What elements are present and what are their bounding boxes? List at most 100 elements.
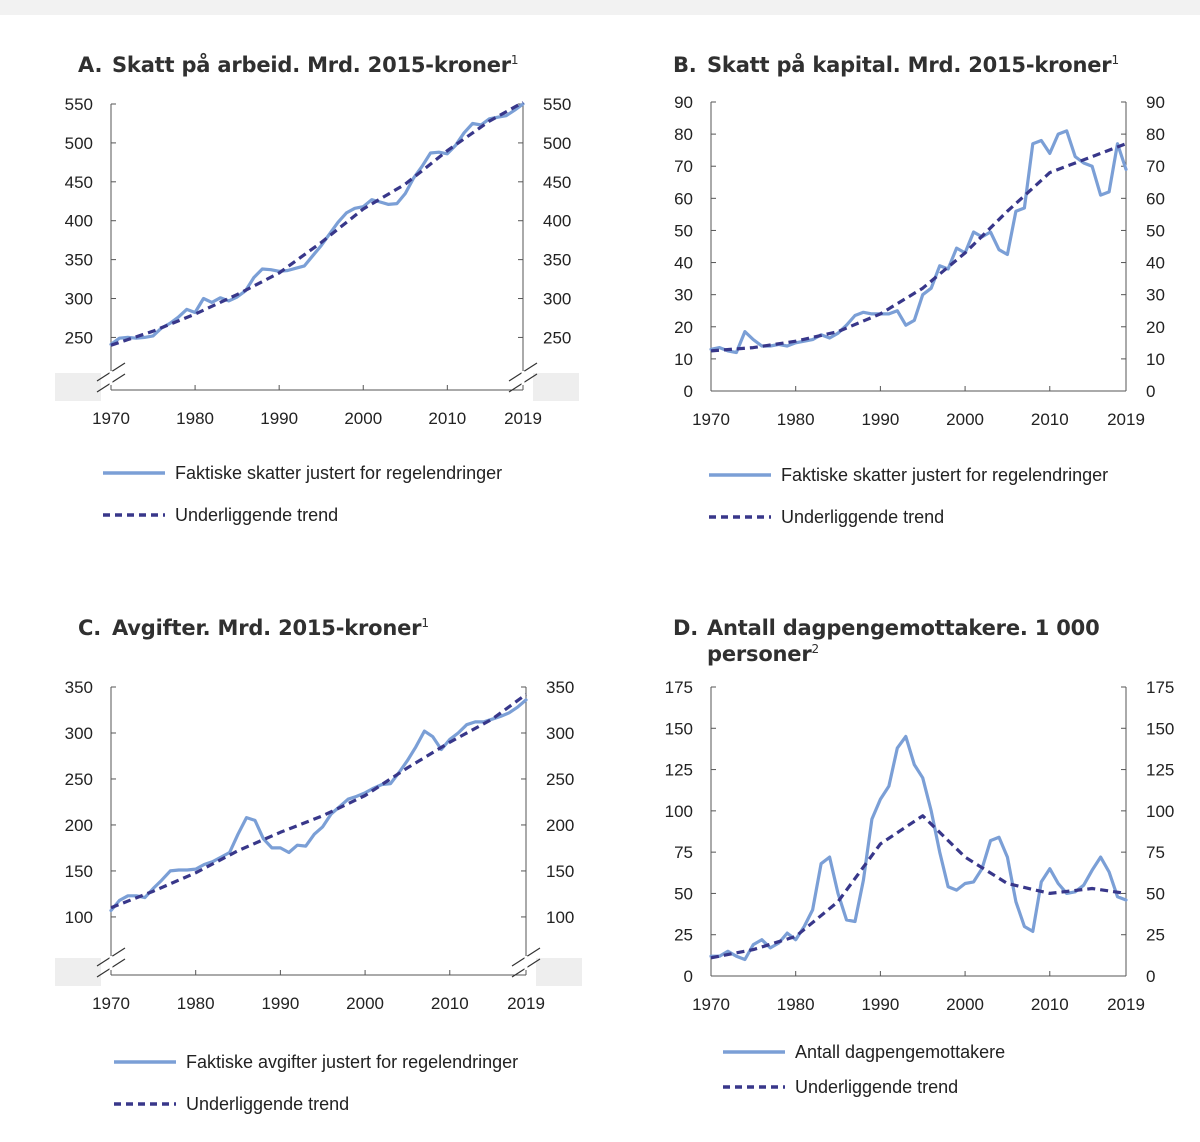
y-tick-label-left: 250 <box>65 328 93 347</box>
panel-c-chart: 100 100 150 150 200 200 250 250 300 300 350 350 1970… <box>55 678 582 1013</box>
panel-c-label: C. <box>78 616 101 640</box>
y-tick-label-right: 40 <box>1146 254 1165 273</box>
panel-b-title-text: Skatt på kapital. Mrd. 2015-kroner <box>707 53 1112 77</box>
x-tick-label: 2019 <box>507 994 545 1013</box>
legend-solid-line-icon <box>709 473 771 477</box>
y-tick-label-left: 550 <box>65 95 93 114</box>
y-tick-label-right: 0 <box>1146 967 1155 986</box>
axis-break-band-right <box>533 373 579 401</box>
y-tick-label-right: 450 <box>543 173 571 192</box>
x-tick-label: 1970 <box>92 994 130 1013</box>
x-tick-label: 2000 <box>946 410 984 429</box>
x-tick-label: 1990 <box>260 409 298 428</box>
panel-b-title: B. Skatt på kapital. Mrd. 2015-kroner1 <box>673 52 1119 78</box>
x-tick-label: 1980 <box>777 995 815 1014</box>
y-tick-label-left: 150 <box>665 719 693 738</box>
x-tick-label: 2019 <box>1107 995 1145 1014</box>
series-actual-line <box>109 102 525 346</box>
panel-d: D. Antall dagpengemottakere. 1 000 person… <box>600 600 1200 1140</box>
axis-break-band-left <box>55 958 101 986</box>
x-tick-label: 2010 <box>431 994 469 1013</box>
series-trend-line <box>710 142 1127 353</box>
y-tick-label-right: 50 <box>1146 221 1165 240</box>
x-tick-label: 2019 <box>1107 410 1145 429</box>
series-trend-line <box>710 814 1127 960</box>
x-tick-label: 1980 <box>777 410 815 429</box>
y-tick-label-left: 100 <box>665 802 693 821</box>
panel-a-label: A. <box>78 53 103 77</box>
legend-trend-label: Underliggende trend <box>175 505 339 525</box>
legend-dashed-line-icon <box>114 1102 176 1106</box>
panel-b-label: B. <box>673 53 697 77</box>
x-tick-label: 2000 <box>946 995 984 1014</box>
y-tick-label-right: 75 <box>1146 843 1165 862</box>
x-tick-label: 1970 <box>692 995 730 1014</box>
y-tick-label-right: 550 <box>543 95 571 114</box>
x-tick-label: 2010 <box>428 409 466 428</box>
axis-break-band-left <box>55 373 101 401</box>
y-tick-label-left: 125 <box>665 761 693 780</box>
x-tick-label: 1990 <box>861 410 899 429</box>
y-tick-label-right: 70 <box>1146 157 1165 176</box>
panel-a: A. Skatt på arbeid. Mrd. 2015-kroner1 250… <box>0 15 600 555</box>
figure-page: A. Skatt på arbeid. Mrd. 2015-kroner1 250… <box>0 15 1200 1142</box>
y-tick-label-left: 350 <box>65 251 93 270</box>
y-tick-label-left: 300 <box>65 290 93 309</box>
x-tick-label: 2019 <box>504 409 542 428</box>
legend-solid-line-icon <box>723 1050 785 1054</box>
panel-c-footnote: 1 <box>421 616 429 630</box>
panel-b-footnote: 1 <box>1111 53 1119 67</box>
y-tick-label-right: 0 <box>1146 382 1155 401</box>
y-tick-label-left: 300 <box>65 724 93 743</box>
y-tick-label-right: 25 <box>1146 926 1165 945</box>
y-tick-label-right: 60 <box>1146 189 1165 208</box>
x-tick-label: 1980 <box>177 994 215 1013</box>
y-tick-label-left: 25 <box>674 926 693 945</box>
y-tick-label-right: 250 <box>543 328 571 347</box>
panel-c: C. Avgifter. Mrd. 2015-kroner1 100 100 150 1… <box>0 600 600 1140</box>
x-tick-label: 1990 <box>261 994 299 1013</box>
panel-d-chart: 0 0 25 25 50 50 75 75 100 100 125 125 150 150 175 175 19… <box>665 678 1175 1014</box>
x-tick-label: 2010 <box>1031 995 1069 1014</box>
y-tick-label-right: 125 <box>1146 761 1174 780</box>
panel-b: B. Skatt på kapital. Mrd. 2015-kroner1 0 0… <box>600 15 1200 555</box>
y-tick-label-left: 50 <box>674 884 693 903</box>
legend-actual-label: Faktiske avgifter justert for regelendri… <box>186 1052 519 1072</box>
x-tick-label: 1970 <box>692 410 730 429</box>
y-tick-label-left: 40 <box>674 254 693 273</box>
panel-c-title: C. Avgifter. Mrd. 2015-kroner1 <box>78 615 429 641</box>
legend-trend-label: Underliggende trend <box>781 507 945 527</box>
panel-a-footnote: 1 <box>510 53 519 67</box>
y-tick-label-right: 350 <box>546 678 574 697</box>
series-actual-line <box>709 734 1128 962</box>
series-trend-line <box>110 693 527 910</box>
axis-break-right-icon <box>511 947 541 978</box>
y-tick-label-right: 150 <box>1146 719 1174 738</box>
y-tick-label-right: 175 <box>1146 678 1174 697</box>
y-tick-label-right: 200 <box>546 816 574 835</box>
y-tick-label-right: 300 <box>546 724 574 743</box>
panel-a-title-text: Skatt på arbeid. Mrd. 2015-kroner <box>112 53 511 77</box>
y-tick-label-right: 500 <box>543 134 571 153</box>
y-tick-label-left: 400 <box>65 212 93 231</box>
series-trend-line <box>110 101 524 347</box>
panel-c-title-text: Avgifter. Mrd. 2015-kroner <box>112 616 422 640</box>
legend-dashed-line-icon <box>709 515 771 519</box>
panel-a-title: A. Skatt på arbeid. Mrd. 2015-kroner1 <box>78 52 519 78</box>
y-tick-label-right: 300 <box>543 290 571 309</box>
x-tick-label: 1980 <box>176 409 214 428</box>
y-tick-label-left: 75 <box>674 843 693 862</box>
y-tick-label-right: 20 <box>1146 318 1165 337</box>
y-tick-label-left: 70 <box>674 157 693 176</box>
panel-d-label: D. <box>673 616 699 640</box>
legend-solid-line-icon <box>114 1060 176 1064</box>
y-tick-label-right: 100 <box>546 908 574 927</box>
y-tick-label-left: 0 <box>684 382 693 401</box>
x-tick-label: 2010 <box>1031 410 1069 429</box>
y-tick-label-right: 90 <box>1146 93 1165 112</box>
series-actual-line <box>709 129 1128 355</box>
y-tick-label-left: 150 <box>65 862 93 881</box>
y-tick-label-left: 200 <box>65 816 93 835</box>
panel-d-title-text: Antall dagpengemottakere. 1 000 <box>707 616 1100 640</box>
axis-break-left-icon <box>96 947 126 978</box>
